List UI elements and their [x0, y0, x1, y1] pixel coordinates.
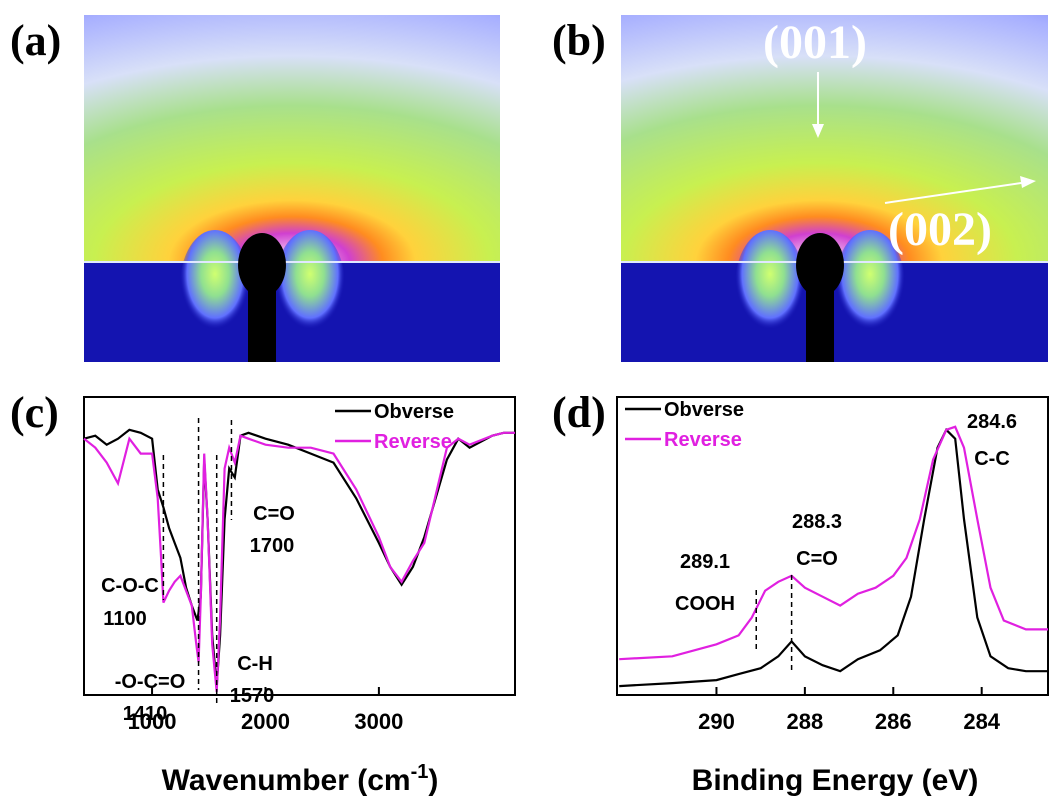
line-series [84, 430, 515, 686]
x-axis-label: Wavenumber (cm-1) [162, 761, 439, 797]
peak-label: (002) [888, 203, 992, 256]
legend-label: Obverse [374, 401, 454, 423]
annotation-text: 1700 [250, 535, 295, 557]
legend-label: Obverse [664, 399, 744, 421]
annotation-text: 1570 [230, 685, 275, 707]
x-axis-label-part: Binding Energy (eV) [692, 764, 979, 797]
annotation-text: -O-C=O [115, 671, 186, 693]
panel-label: (c) [10, 388, 59, 437]
annotation-text: 284.6 [967, 411, 1017, 433]
annotation-text: 1100 [103, 608, 146, 630]
panel-label: (b) [552, 16, 606, 65]
panel-label: (d) [552, 388, 606, 437]
x-tick-label: 286 [875, 709, 912, 734]
peak-label: (001) [763, 16, 867, 69]
x-tick-label: 2000 [241, 709, 290, 734]
legend-label: Reverse [374, 431, 452, 453]
annotation-text: C-H [237, 653, 273, 675]
x-tick-label: 284 [963, 709, 1000, 734]
x-tick-label: 290 [698, 709, 735, 734]
x-tick-label: 288 [787, 709, 824, 734]
annotation-text: 288.3 [792, 511, 842, 533]
annotation-text: C-O-C [101, 575, 159, 597]
diffraction-image [407, 0, 1049, 365]
panel-label: (a) [10, 16, 61, 65]
annotation-text: 1410 [123, 703, 168, 725]
annotation-text: C=O [253, 503, 295, 525]
x-tick-label: 3000 [354, 709, 403, 734]
figure: (a) (b) (001) (002) (c) (d) 100020003000… [0, 0, 1049, 805]
legend-label: Reverse [664, 429, 742, 451]
x-axis-label-part: -1 [411, 761, 429, 783]
annotation-text: 289.1 [680, 551, 730, 573]
annotation-text: C=O [796, 548, 838, 570]
x-axis-label: Binding Energy (eV) [692, 764, 979, 797]
line-series [84, 433, 515, 692]
x-axis-label-part: ) [428, 764, 438, 797]
annotation-text: C-C [974, 448, 1010, 470]
annotation-text: COOH [675, 593, 735, 615]
x-axis-label-part: Wavenumber (cm [162, 764, 411, 797]
